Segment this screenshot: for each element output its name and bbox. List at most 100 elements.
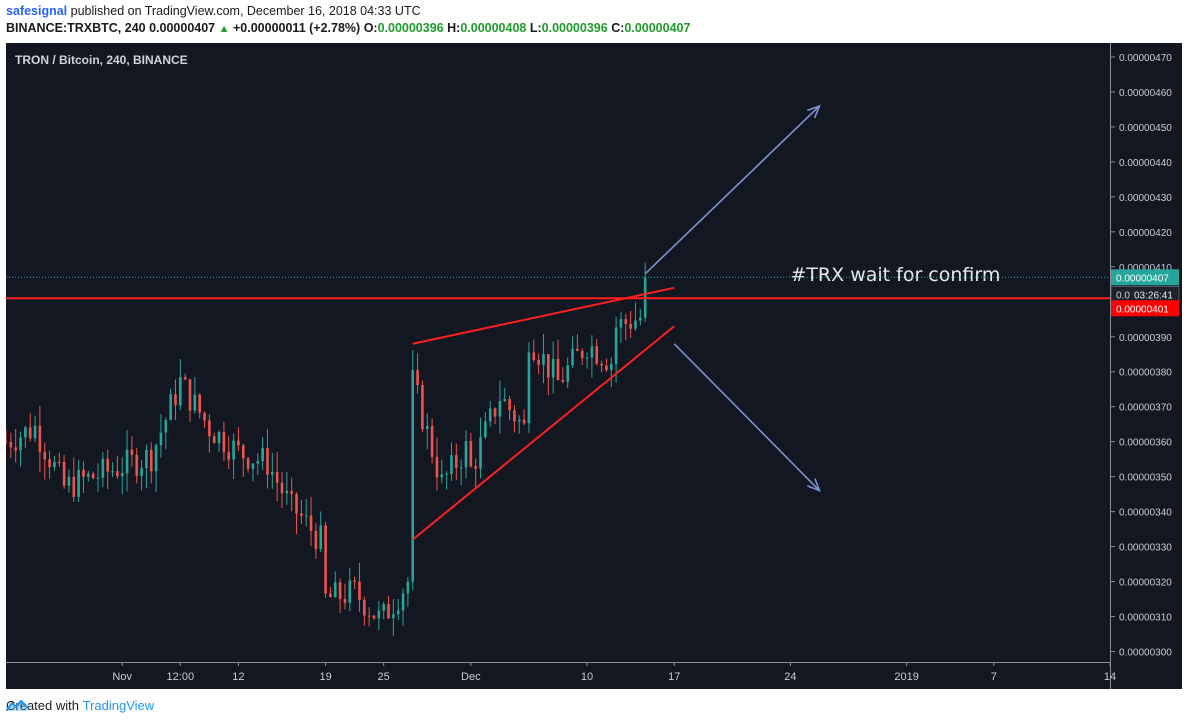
candle-body <box>522 419 526 424</box>
candle-body <box>125 449 129 474</box>
author-link[interactable]: safesignal <box>6 4 68 18</box>
candle-body <box>72 476 76 497</box>
candle-body <box>639 317 642 321</box>
trendline <box>412 286 675 345</box>
candle-body <box>169 394 172 420</box>
arrow-head <box>806 104 821 119</box>
candle-body <box>440 474 444 478</box>
level-badge-label: 0.00000401 <box>1116 304 1169 315</box>
candle-body <box>183 377 187 380</box>
y-tick-label: 0.00000320 <box>1119 578 1172 589</box>
candle-body <box>624 319 628 324</box>
candle-body <box>367 615 371 617</box>
y-tick-label: 0.00000300 <box>1119 648 1172 659</box>
candle-body <box>188 379 192 411</box>
tradingview-brand[interactable]: TradingView <box>82 698 155 713</box>
candle-body <box>566 365 569 382</box>
chart-title: TRON / Bitcoin, 240, BINANCE <box>15 53 188 67</box>
x-tick-label: 17 <box>668 671 680 683</box>
candle-body <box>261 448 264 462</box>
x-tick-label: 12:00 <box>167 671 195 683</box>
chart-background <box>6 43 1182 689</box>
candle-body <box>556 359 560 381</box>
y-tick-label: 0.00000450 <box>1119 123 1172 134</box>
candle-body <box>290 490 293 494</box>
candle-body <box>474 466 477 469</box>
candle-body <box>111 471 114 473</box>
tradingview-logo-icon <box>6 699 28 712</box>
candle-body <box>585 357 589 359</box>
y-tick-label: 0.00000310 <box>1119 613 1172 624</box>
chart-area[interactable]: TRON / Bitcoin, 240, BINANCE 0.00000470 0.… <box>6 43 1182 689</box>
candle-body <box>53 461 56 468</box>
candle-body <box>348 580 352 603</box>
x-tick-label: 24 <box>784 671 796 683</box>
candle-body <box>251 463 255 469</box>
candle-body <box>285 490 289 494</box>
candle-body <box>421 385 424 430</box>
candle-body <box>275 472 279 483</box>
candle-body <box>309 515 313 531</box>
y-tick-label: 0.00000460 <box>1119 88 1172 99</box>
y-tick-label: 0.00000380 <box>1119 368 1172 379</box>
candle-body <box>87 473 90 477</box>
candle-body <box>91 473 95 479</box>
candle-body <box>300 513 303 516</box>
candle-body <box>455 455 458 468</box>
candle-body <box>551 359 555 378</box>
y-tick-label: 0.00000430 <box>1119 193 1172 204</box>
candle-body <box>450 455 453 474</box>
candle-body <box>469 441 473 467</box>
candle-body <box>343 599 347 603</box>
x-tick-label: 10 <box>581 671 593 683</box>
low-value: 0.00000396 <box>541 21 608 35</box>
candle-body <box>193 394 197 411</box>
price-chart[interactable]: TRON / Bitcoin, 240, BINANCE 0.00000470 0.… <box>6 43 1182 689</box>
candle-body <box>212 436 216 444</box>
x-tick-label: Dec <box>461 671 481 683</box>
last-price-badge <box>1111 269 1179 286</box>
change-text: +0.00000011 (+2.78%) <box>233 21 361 35</box>
candle-body <box>67 476 71 486</box>
candle-body <box>9 441 13 448</box>
candle-body <box>517 419 521 422</box>
candle-body <box>464 441 468 468</box>
arrow-head <box>807 478 821 493</box>
created-with-text: Created with <box>6 698 79 713</box>
candle-body <box>130 449 134 455</box>
candle-body <box>28 427 32 439</box>
last-price-text: 0.00000407 <box>149 21 216 35</box>
arrow-shaft <box>673 343 821 492</box>
x-tick-label: 19 <box>319 671 331 683</box>
candle-body <box>198 394 201 413</box>
candle-body <box>57 461 61 463</box>
candle-body <box>396 610 400 615</box>
candle-body <box>430 425 434 457</box>
candle-body <box>232 440 235 460</box>
candle-body <box>280 482 284 494</box>
footer: Created with TradingView <box>6 698 154 713</box>
last-price-badge-label: 0.00000407 <box>1116 273 1169 284</box>
candle-body <box>576 348 579 351</box>
y-tick-label: 0.00000440 <box>1119 158 1172 169</box>
candle-body <box>537 359 540 365</box>
candle-body <box>609 363 613 370</box>
candle-body <box>425 425 429 430</box>
arrow-shaft <box>644 105 821 275</box>
candles-group <box>6 262 647 637</box>
candle-body <box>488 408 492 422</box>
level-badge <box>1111 300 1179 317</box>
candle-body <box>266 448 269 475</box>
candle-body <box>174 394 177 406</box>
candle-body <box>547 354 550 378</box>
countdown-label: 03:26:41 <box>1134 290 1173 301</box>
candle-body <box>629 323 632 329</box>
candle-body <box>19 437 22 451</box>
y-tick-label: 0.00000410 <box>1119 263 1172 274</box>
candle-body <box>377 610 381 619</box>
candle-body <box>159 432 163 446</box>
candle-body <box>6 441 8 443</box>
candle-body <box>416 370 419 386</box>
countdown-partial-label: 0.0 <box>1116 290 1130 301</box>
candle-body <box>237 440 240 446</box>
